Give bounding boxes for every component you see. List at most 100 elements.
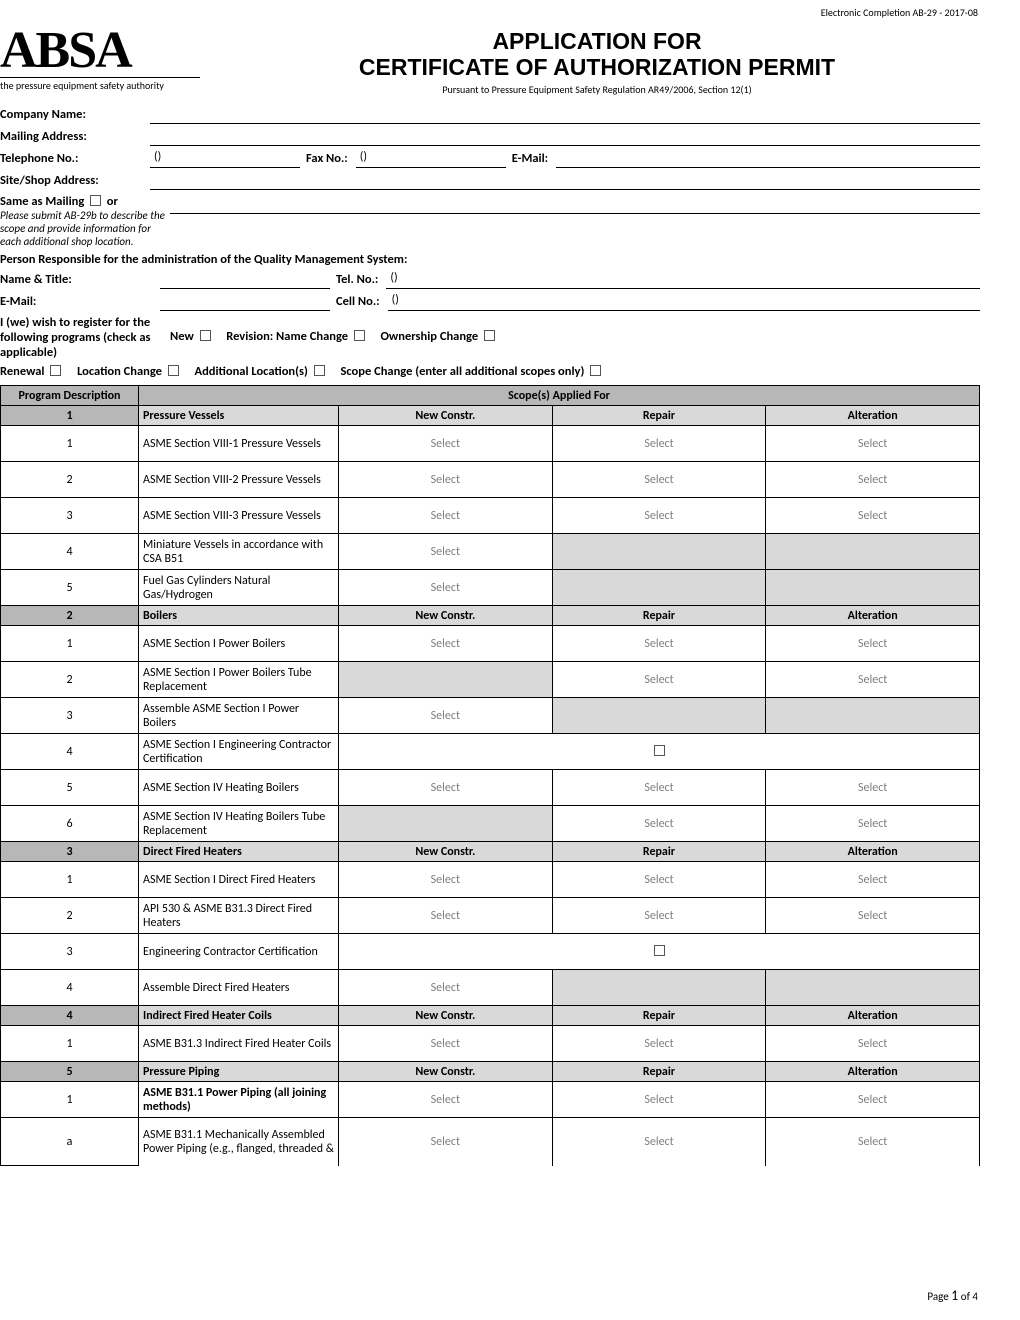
row-desc: ASME Section I Power Boilers Tube Replac… bbox=[139, 662, 339, 698]
select-cell[interactable]: Select bbox=[766, 462, 980, 498]
checkbox-revision[interactable] bbox=[354, 330, 365, 341]
table-row: 2ASME Section I Power Boilers Tube Repla… bbox=[1, 662, 980, 698]
select-cell[interactable]: Select bbox=[339, 1082, 553, 1118]
select-cell[interactable]: Select bbox=[552, 662, 766, 698]
select-cell[interactable]: Select bbox=[339, 1118, 553, 1166]
input-name-title[interactable] bbox=[160, 271, 330, 289]
select-cell[interactable]: Select bbox=[339, 626, 553, 662]
select-cell[interactable]: Select bbox=[552, 462, 766, 498]
checkbox-additional[interactable] bbox=[314, 365, 325, 376]
select-cell[interactable]: Select bbox=[552, 1118, 766, 1166]
row-desc: ASME Section IV Heating Boilers bbox=[139, 770, 339, 806]
input-tel[interactable]: () bbox=[150, 150, 300, 168]
select-cell[interactable]: Select bbox=[339, 698, 553, 734]
shaded-cell bbox=[766, 698, 980, 734]
select-cell[interactable]: Select bbox=[766, 426, 980, 462]
select-cell[interactable]: Select bbox=[552, 770, 766, 806]
label-register-intro: I (we) wish to register for the followin… bbox=[0, 315, 170, 360]
row-checkbox-cell bbox=[339, 934, 980, 970]
select-cell[interactable]: Select bbox=[339, 862, 553, 898]
input-site[interactable] bbox=[150, 172, 980, 190]
shaded-cell bbox=[766, 570, 980, 606]
select-cell[interactable]: Select bbox=[552, 626, 766, 662]
row-num: 1 bbox=[1, 1026, 139, 1062]
col-alt: Alteration bbox=[766, 1062, 980, 1082]
label-email2: E-Mail: bbox=[0, 294, 160, 311]
input-fax[interactable]: () bbox=[356, 150, 506, 168]
table-row: 5Fuel Gas Cylinders Natural Gas/Hydrogen… bbox=[1, 570, 980, 606]
shaded-cell bbox=[552, 970, 766, 1006]
input-company[interactable] bbox=[150, 106, 980, 124]
row-desc: API 530 & ASME B31.3 Direct Fired Heater… bbox=[139, 898, 339, 934]
select-cell[interactable]: Select bbox=[766, 898, 980, 934]
select-cell[interactable]: Select bbox=[766, 1082, 980, 1118]
section-num: 3 bbox=[1, 842, 139, 862]
select-cell[interactable]: Select bbox=[339, 570, 553, 606]
row-desc: ASME Section VIII-3 Pressure Vessels bbox=[139, 498, 339, 534]
select-cell[interactable]: Select bbox=[766, 806, 980, 842]
select-cell[interactable]: Select bbox=[766, 1118, 980, 1166]
row-num: 2 bbox=[1, 462, 139, 498]
row-num: 3 bbox=[1, 934, 139, 970]
checkbox-scope[interactable] bbox=[590, 365, 601, 376]
row-desc: ASME B31.1 Power Piping (all joining met… bbox=[139, 1082, 339, 1118]
select-cell[interactable]: Select bbox=[552, 862, 766, 898]
row-checkbox[interactable] bbox=[654, 745, 665, 756]
checkbox-ownership[interactable] bbox=[484, 330, 495, 341]
select-cell[interactable]: Select bbox=[552, 1026, 766, 1062]
row-desc: Engineering Contractor Certification bbox=[139, 934, 339, 970]
select-cell[interactable]: Select bbox=[766, 498, 980, 534]
label-tel2: Tel. No.: bbox=[330, 272, 386, 289]
select-cell[interactable]: Select bbox=[339, 770, 553, 806]
table-row: 3Engineering Contractor Certification bbox=[1, 934, 980, 970]
input-mailing[interactable] bbox=[150, 128, 980, 146]
select-cell[interactable]: Select bbox=[339, 462, 553, 498]
input-tel2[interactable]: () bbox=[386, 271, 980, 289]
select-cell[interactable]: Select bbox=[766, 662, 980, 698]
table-row: 2ASME Section VIII-2 Pressure VesselsSel… bbox=[1, 462, 980, 498]
checkbox-same-mailing[interactable] bbox=[90, 195, 101, 206]
col-new: New Constr. bbox=[339, 842, 553, 862]
checkbox-location[interactable] bbox=[168, 365, 179, 376]
th-program: Program Description bbox=[1, 386, 139, 406]
select-cell[interactable]: Select bbox=[552, 1082, 766, 1118]
row-num: 1 bbox=[1, 626, 139, 662]
input-site-extra[interactable] bbox=[170, 196, 980, 214]
select-cell[interactable]: Select bbox=[766, 626, 980, 662]
note-site: Please submit AB-29b to describe the sco… bbox=[0, 209, 170, 249]
select-cell[interactable]: Select bbox=[339, 426, 553, 462]
row-desc: ASME Section VIII-1 Pressure Vessels bbox=[139, 426, 339, 462]
checkbox-renewal[interactable] bbox=[50, 365, 61, 376]
label-qms-person: Person Responsible for the administratio… bbox=[0, 252, 980, 267]
shaded-cell bbox=[339, 662, 553, 698]
label-company: Company Name: bbox=[0, 107, 150, 124]
select-cell[interactable]: Select bbox=[339, 498, 553, 534]
select-cell[interactable]: Select bbox=[552, 426, 766, 462]
input-email2[interactable] bbox=[160, 293, 330, 311]
select-cell[interactable]: Select bbox=[766, 862, 980, 898]
select-cell[interactable]: Select bbox=[339, 1026, 553, 1062]
page-footer: Page 1 of 4 bbox=[927, 1287, 978, 1304]
select-cell[interactable]: Select bbox=[552, 498, 766, 534]
opt-location-label: Location Change bbox=[77, 364, 162, 379]
footer-suffix: of 4 bbox=[958, 1290, 978, 1303]
row-checkbox[interactable] bbox=[654, 945, 665, 956]
select-cell[interactable]: Select bbox=[339, 970, 553, 1006]
title-sub: Pursuant to Pressure Equipment Safety Re… bbox=[214, 83, 980, 96]
select-cell[interactable]: Select bbox=[552, 898, 766, 934]
select-cell[interactable]: Select bbox=[766, 1026, 980, 1062]
col-repair: Repair bbox=[552, 842, 766, 862]
table-row: 2API 530 & ASME B31.3 Direct Fired Heate… bbox=[1, 898, 980, 934]
select-cell[interactable]: Select bbox=[339, 534, 553, 570]
select-cell[interactable]: Select bbox=[766, 770, 980, 806]
section-title: Pressure Vessels bbox=[139, 406, 339, 426]
input-cell[interactable]: () bbox=[388, 293, 980, 311]
select-cell[interactable]: Select bbox=[552, 806, 766, 842]
input-email[interactable] bbox=[556, 150, 980, 168]
row-desc: ASME B31.3 Indirect Fired Heater Coils bbox=[139, 1026, 339, 1062]
row-num: 4 bbox=[1, 534, 139, 570]
row-num: 4 bbox=[1, 734, 139, 770]
select-cell[interactable]: Select bbox=[339, 898, 553, 934]
opt-renewal-label: Renewal bbox=[0, 364, 45, 379]
checkbox-new[interactable] bbox=[200, 330, 211, 341]
